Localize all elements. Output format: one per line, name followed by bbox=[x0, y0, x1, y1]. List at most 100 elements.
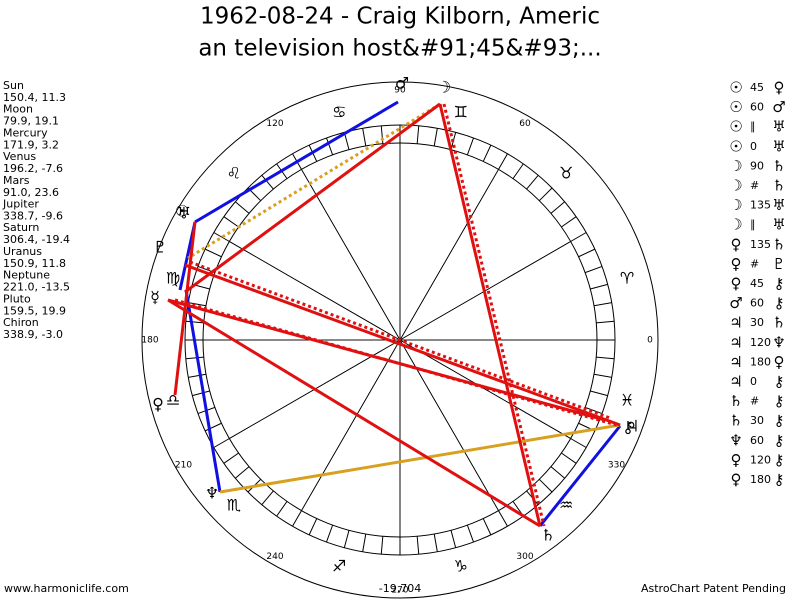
sign-glyph: ♍ bbox=[166, 269, 180, 288]
aspect-planet: ♅ bbox=[772, 216, 785, 234]
aspect-planet: ♄ bbox=[729, 392, 742, 410]
planet-coords: 150.4, 11.3 bbox=[3, 91, 66, 104]
aspect-planet: ♀ bbox=[731, 235, 742, 253]
ring-tick bbox=[292, 510, 302, 527]
ring-tick bbox=[185, 320, 204, 324]
aspect-angle: # bbox=[750, 179, 759, 192]
aspect-planet: ♆ bbox=[729, 431, 742, 449]
degree-label: 60 bbox=[519, 119, 531, 129]
ring-tick bbox=[561, 216, 577, 228]
sign-glyph: ♋ bbox=[332, 103, 346, 122]
aspect-angle: 90 bbox=[750, 159, 764, 172]
aspect-angle: 135 bbox=[750, 199, 771, 212]
ring-tick bbox=[482, 144, 492, 162]
aspect-planet: ♅ bbox=[772, 118, 785, 136]
aspect-angle: 135 bbox=[750, 238, 771, 251]
degree-label: 270 bbox=[391, 586, 408, 596]
aspect-planet: ♇ bbox=[772, 255, 785, 273]
ring-tick bbox=[276, 501, 288, 517]
aspect-planet: ⚷ bbox=[774, 451, 785, 469]
aspect-planet: ☽ bbox=[729, 157, 742, 175]
aspect-angle: 60 bbox=[750, 101, 764, 114]
ring-tick bbox=[538, 478, 553, 493]
planet-name: Mars bbox=[3, 174, 30, 187]
aspect-planet: ⚷ bbox=[774, 294, 785, 312]
aspect-angle: ∥ bbox=[750, 120, 756, 133]
planet-glyph: ☽ bbox=[437, 78, 451, 97]
ring-tick bbox=[596, 356, 615, 360]
aspect-planet: ♃ bbox=[729, 373, 742, 391]
title-line: 1962-08-24 - Craig Kilborn, Americ bbox=[200, 4, 600, 30]
sign-glyph: ♈ bbox=[620, 269, 634, 288]
ring-tick bbox=[192, 390, 210, 397]
degree-label: 240 bbox=[266, 552, 283, 562]
aspect-planet: ♅ bbox=[772, 196, 785, 214]
ring-tick bbox=[261, 490, 274, 506]
ring-tick bbox=[325, 524, 334, 543]
planet-coords: 196.2, -7.6 bbox=[3, 162, 63, 175]
planet-name: Pluto bbox=[3, 292, 31, 305]
ring-tick bbox=[261, 174, 274, 190]
aspect-planet: ☽ bbox=[729, 177, 742, 195]
ring-tick bbox=[308, 518, 318, 536]
ring-tick bbox=[433, 128, 438, 147]
planet-coords: 91.0, 23.6 bbox=[3, 186, 59, 199]
ring-tick bbox=[188, 302, 207, 307]
ring-tick bbox=[416, 536, 420, 555]
title-line: an television host&#91;45&#93;... bbox=[198, 36, 601, 62]
aspect-planet: ⚷ bbox=[774, 431, 785, 449]
footer-center: -19,704 bbox=[379, 582, 421, 595]
aspect-planet: ♄ bbox=[772, 157, 785, 175]
ring-tick bbox=[223, 216, 239, 228]
aspect-planet: ♀ bbox=[731, 255, 742, 273]
degree-label: 90 bbox=[394, 86, 406, 96]
ring-tick bbox=[380, 536, 384, 555]
aspect-planet: ♃ bbox=[729, 353, 742, 371]
aspect-planet: ♀ bbox=[731, 275, 742, 293]
planet-glyph: ♅ bbox=[177, 204, 191, 223]
aspect-planet: ♄ bbox=[772, 314, 785, 332]
ring-tick bbox=[204, 248, 222, 258]
planet-coords: 150.9, 11.8 bbox=[3, 257, 66, 270]
ring-tick bbox=[362, 128, 367, 147]
sign-glyph: ♒ bbox=[559, 496, 573, 515]
ring-tick bbox=[550, 466, 566, 479]
ring-tick bbox=[482, 518, 492, 536]
aspect-planet: ♅ bbox=[772, 137, 785, 155]
ring-tick bbox=[570, 232, 587, 242]
planet-name: Saturn bbox=[3, 221, 39, 234]
planet-name: Uranus bbox=[3, 245, 42, 258]
ring-tick bbox=[343, 132, 350, 150]
aspect-planet: ♂ bbox=[729, 294, 742, 312]
planet-name: Moon bbox=[3, 103, 33, 116]
aspect-angle: 45 bbox=[750, 277, 764, 290]
footer-right: AstroChart Patent Pending bbox=[641, 582, 786, 595]
ring-tick bbox=[570, 438, 587, 448]
ring-tick bbox=[526, 174, 539, 190]
sign-glyph: ♐ bbox=[332, 556, 346, 575]
aspect-planet: ☉ bbox=[729, 137, 742, 155]
sign-glyph: ♑ bbox=[454, 556, 468, 575]
degree-label: 210 bbox=[175, 461, 192, 471]
aspect-planet: ♄ bbox=[772, 235, 785, 253]
aspect-planet: ☉ bbox=[729, 98, 742, 116]
aspect-planet: ♆ bbox=[772, 333, 785, 351]
ring-tick bbox=[590, 390, 608, 397]
sign-glyph: ♏ bbox=[227, 496, 241, 515]
ring-tick bbox=[512, 163, 524, 179]
footer-left: www.harmoniclife.com bbox=[4, 582, 129, 595]
ring-tick bbox=[188, 373, 207, 378]
aspect-planet: ♀ bbox=[774, 353, 785, 371]
ring-tick bbox=[204, 422, 222, 432]
planet-glyph: ♇ bbox=[153, 238, 167, 257]
ring-tick bbox=[450, 530, 457, 548]
aspect-planet: ⚷ bbox=[774, 373, 785, 391]
planet-coords: 338.9, -3.0 bbox=[3, 328, 63, 341]
planet-name: Jupiter bbox=[2, 198, 39, 211]
planet-name: Chiron bbox=[3, 316, 39, 329]
degree-label: 120 bbox=[266, 119, 283, 129]
planet-coords: 79.9, 19.1 bbox=[3, 115, 59, 128]
aspect-planet: ☉ bbox=[729, 118, 742, 136]
ring-tick bbox=[578, 248, 596, 258]
